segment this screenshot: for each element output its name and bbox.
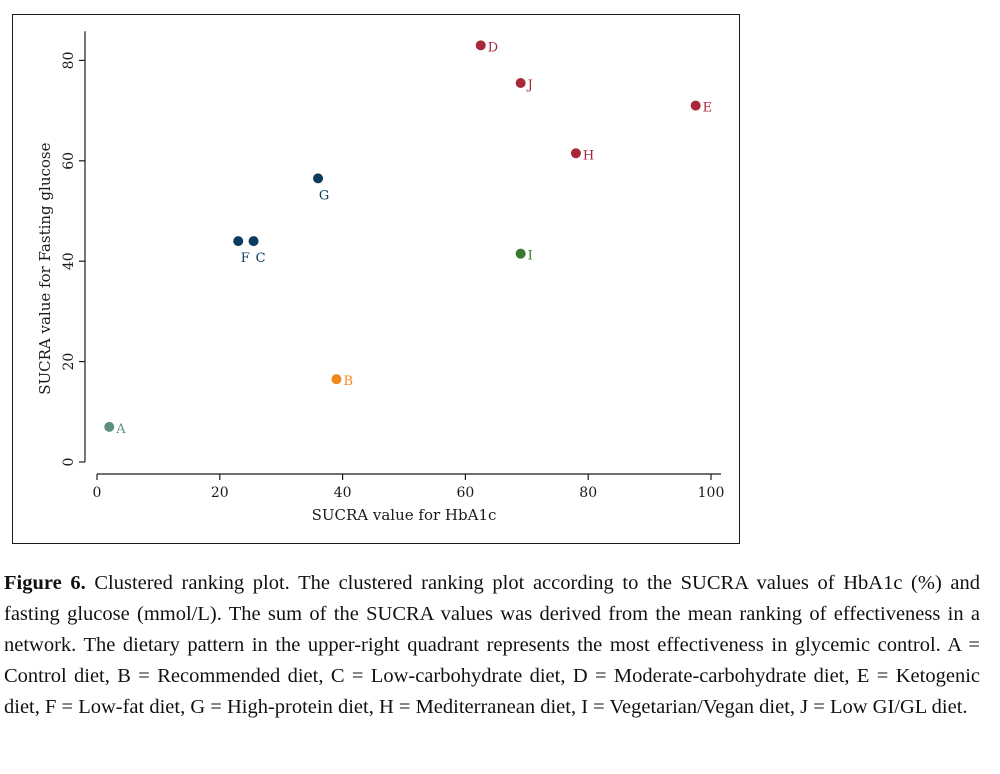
- point-label-f: F: [241, 251, 250, 266]
- data-point-d: [475, 40, 486, 51]
- caption-label: Figure 6.: [4, 572, 86, 594]
- data-point-j: [515, 77, 526, 88]
- point-label-i: I: [528, 249, 533, 264]
- point-label-c: C: [256, 251, 266, 266]
- x-axis-title: SUCRA value for HbA1c: [312, 506, 497, 524]
- data-point-e: [690, 100, 701, 111]
- x-tick-label: 40: [334, 485, 352, 501]
- figure-caption: Figure 6. Clustered ranking plot. The cl…: [4, 568, 980, 723]
- y-tick-label: 20: [61, 353, 77, 371]
- point-label-a: A: [115, 422, 126, 437]
- y-tick-label: 0: [61, 458, 77, 467]
- y-tick-label: 80: [61, 51, 77, 69]
- x-tick-label: 0: [93, 485, 102, 501]
- axes: 0 20 40 60 80 100 0 20 40 60 80: [61, 31, 724, 501]
- point-label-j: J: [526, 78, 533, 93]
- x-tick-label: 100: [698, 485, 725, 501]
- x-tick-label: 80: [579, 485, 597, 501]
- data-point-f: [233, 236, 244, 247]
- data-point-c: [248, 236, 259, 247]
- point-label-g: G: [319, 188, 329, 203]
- y-tick-label: 40: [61, 252, 77, 270]
- data-points: A B C D E F G H I J: [104, 40, 712, 437]
- point-label-h: H: [583, 148, 594, 163]
- caption-text: Clustered ranking plot. The clustered ra…: [4, 572, 981, 718]
- data-point-g: [313, 173, 324, 184]
- figure-frame: 0 20 40 60 80 100 0 20 40 60 80 A B C D E F G H I J SUCRA v…: [12, 14, 740, 544]
- data-point-i: [515, 248, 526, 259]
- x-tick-label: 60: [456, 485, 474, 501]
- data-point-b: [331, 374, 342, 385]
- data-point-h: [570, 148, 581, 159]
- data-point-a: [104, 421, 115, 432]
- y-axis-title: SUCRA value for Fasting glucose: [36, 142, 54, 394]
- scatter-plot: 0 20 40 60 80 100 0 20 40 60 80 A B C D E F G H I J SUCRA v…: [36, 31, 724, 524]
- y-tick-label: 60: [61, 152, 77, 170]
- point-label-b: B: [343, 374, 353, 389]
- point-label-e: E: [703, 101, 713, 116]
- x-tick-label: 20: [211, 485, 229, 501]
- point-label-d: D: [488, 40, 498, 55]
